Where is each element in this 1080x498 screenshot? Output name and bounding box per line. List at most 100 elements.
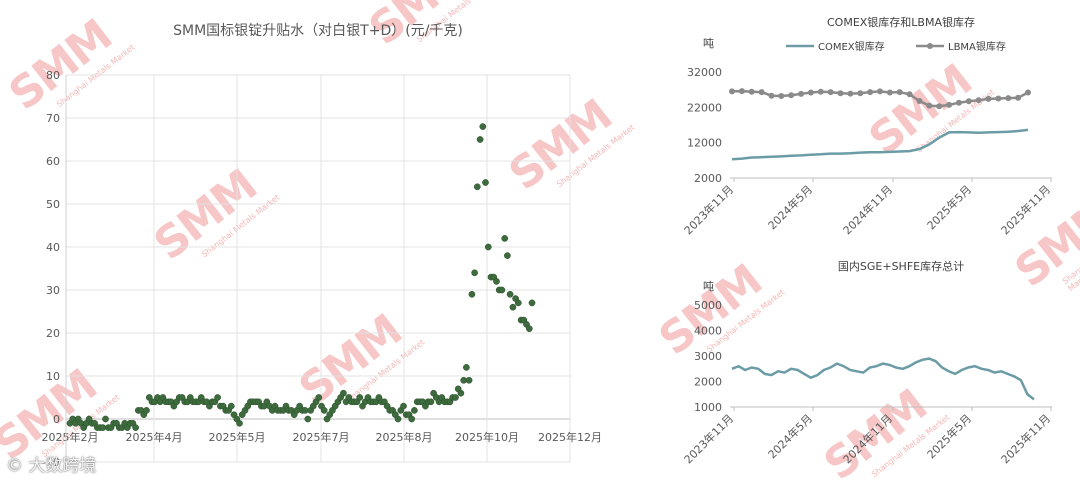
chart2-y-tick-label: 32000 — [687, 66, 722, 79]
y-tick-label: 30 — [46, 284, 60, 297]
x-tick-label: 2025年4月 — [126, 430, 183, 444]
chart2-legend-label: LBMA银库存 — [948, 40, 1006, 53]
chart2-x-tick-label: 2025年5月 — [924, 182, 974, 232]
chart2-series-line — [731, 128, 1029, 161]
scatter-point — [132, 424, 139, 431]
chart2-y-tick-label: 2000 — [694, 172, 722, 185]
x-tick-label: 2025年12月 — [538, 430, 602, 444]
y-tick-label: 10 — [46, 370, 60, 383]
chart3-series-line — [731, 357, 1035, 401]
chart3-y-tick-label: 5000 — [694, 299, 722, 312]
chart3-y-tick-label: 3000 — [694, 350, 722, 363]
chart3-y-tick-label: 4000 — [694, 325, 722, 338]
chart2-x-tick-label: 2023年11月 — [681, 182, 736, 237]
chart2-series-marker — [946, 101, 953, 108]
chart2-series-marker — [729, 88, 735, 95]
scatter-point — [525, 325, 533, 333]
scatter-point — [501, 235, 509, 242]
chart2-series-marker — [857, 90, 864, 97]
scatter-point — [408, 415, 416, 423]
scatter-point — [509, 303, 517, 311]
chart2-series-marker — [936, 103, 943, 110]
scatter-point — [479, 123, 487, 130]
chart2-y-tick-label: 22000 — [687, 101, 722, 114]
scatter-point — [315, 394, 323, 401]
chart2-series-marker — [768, 92, 775, 99]
scatter-point — [227, 402, 235, 410]
chart2-series-marker — [1005, 95, 1012, 102]
scatter-point — [320, 407, 328, 414]
chart3-x-tick-label: 2024年5月 — [765, 411, 815, 461]
scatter-point — [340, 389, 347, 397]
y-tick-label: 50 — [46, 198, 60, 211]
chart2-series-marker — [847, 90, 854, 97]
chart2-series-marker — [985, 95, 992, 102]
scatter-point — [356, 394, 364, 401]
chart3-x-tick-label: 2023年11月 — [681, 411, 736, 466]
scatter-point — [471, 269, 478, 277]
chart2-series-marker — [926, 102, 933, 109]
chart2-series-marker — [778, 93, 785, 99]
chart2-x-tick-label: 2024年11月 — [840, 182, 895, 237]
chart2-series-marker — [827, 89, 834, 96]
chart2-series-marker — [975, 97, 982, 104]
x-tick-label: 2025年2月 — [42, 430, 99, 444]
scatter-point — [411, 407, 418, 414]
chart2-series-marker — [807, 89, 814, 96]
chart2-series-marker — [1025, 89, 1031, 96]
scatter-point — [504, 252, 511, 259]
chart3-x-tick-label: 2025年11月 — [998, 411, 1053, 466]
chart2-series-marker — [906, 91, 913, 98]
chart3-title: 国内SGE+SHFE库存总计 — [838, 259, 964, 273]
chart2-title: COMEX银库存和LBMA银库存 — [827, 15, 975, 29]
footer-logo-text: 大数跨境 — [28, 456, 97, 476]
y-tick-label: 70 — [46, 112, 60, 125]
chart2-series-marker — [798, 90, 805, 97]
scatter-point — [427, 398, 435, 406]
x-tick-label: 2025年10月 — [455, 430, 519, 444]
chart2-series-marker — [916, 98, 923, 104]
scatter-point — [214, 394, 221, 401]
chart2-y-tick-label: 12000 — [687, 137, 722, 150]
scatter-point — [528, 299, 536, 307]
scatter-point — [452, 394, 459, 401]
x-tick-label: 2025年8月 — [376, 430, 433, 444]
chart2-series-marker — [896, 89, 903, 96]
scatter-point — [465, 376, 473, 384]
logo-icon: © — [6, 456, 23, 476]
chart2-series-marker — [788, 92, 795, 99]
chart2-series-marker — [748, 88, 755, 95]
scatter-point — [304, 415, 312, 423]
scatter-point — [102, 415, 109, 423]
chart3-x-tick-label: 2025年5月 — [924, 411, 974, 461]
scatter-point — [463, 364, 470, 371]
chart2-series-marker — [1015, 94, 1022, 101]
chart2-series-marker — [877, 88, 883, 95]
y-tick-label: 60 — [46, 155, 60, 168]
chart2-series-marker — [758, 89, 765, 96]
scatter-point — [400, 402, 407, 410]
scatter-point — [236, 419, 243, 427]
scatter-point — [473, 183, 481, 191]
charts-canvas: SMM国标银锭升贴水（对白银T+D）(元/千克) -10 0 10 20 30 40 50 60… — [42, 15, 1054, 469]
scatter-point — [394, 415, 402, 423]
x-tick-label: 2025年5月 — [209, 430, 266, 444]
scatter-point — [482, 179, 489, 186]
y-tick-label: 40 — [46, 241, 60, 254]
y-tick-label: 20 — [46, 327, 60, 340]
chart3-unit-label: 吨 — [703, 280, 714, 293]
chart3-y-tick-label: 2000 — [694, 376, 722, 389]
y-tick-label: 0 — [53, 413, 60, 426]
scatter-point — [506, 290, 514, 298]
chart1-title: SMM国标银锭升贴水（对白银T+D）(元/千克) — [173, 23, 463, 39]
chart3-x-tick-label: 2024年11月 — [840, 411, 895, 466]
scatter-point — [484, 243, 492, 251]
y-tick-label: 80 — [46, 69, 60, 82]
chart3-y-tick-label: 1000 — [694, 401, 722, 414]
footer-logo: © 大数跨境 — [6, 451, 96, 476]
chart2-x-tick-label: 2024年5月 — [765, 182, 815, 232]
scatter-point — [493, 278, 500, 285]
x-tick-label: 2025年7月 — [293, 430, 350, 444]
scatter-point — [143, 407, 150, 414]
scatter-point — [468, 290, 476, 298]
